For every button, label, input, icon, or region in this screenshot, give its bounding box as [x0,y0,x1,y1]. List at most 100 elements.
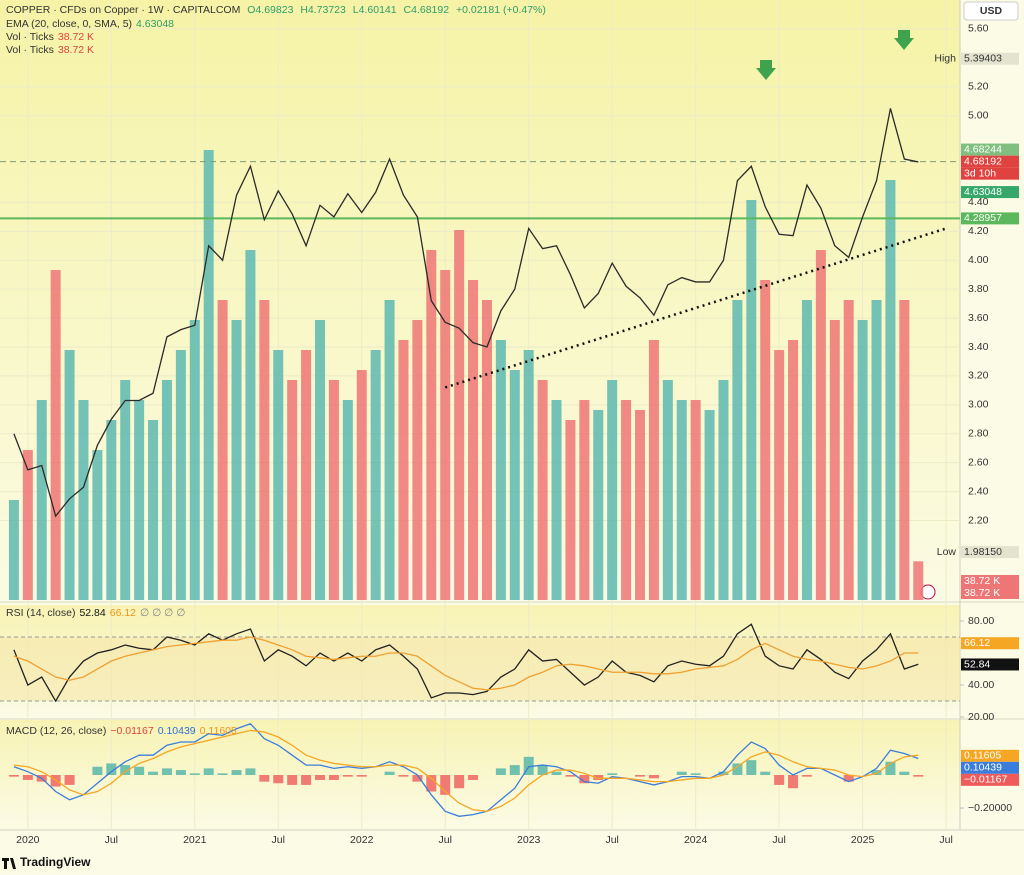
volume-bar [22,450,33,600]
volume-bar [565,420,576,600]
macd-histogram-bar [760,771,771,775]
series-line [13,108,919,518]
volume-bar [857,320,868,600]
axis-label-box [961,575,1019,587]
volume-bar [746,200,757,600]
macd-histogram-bar [120,765,131,775]
ema: EMA (20, close, 0, SMA, 5) [6,18,133,30]
level-tag: Low [937,546,957,558]
macd-histogram-bar [315,775,325,780]
y-tick-label: 2.40 [968,485,989,497]
macd-histogram-bar [607,773,618,775]
macd-histogram-bar [746,760,757,775]
value-label: 52.84 [964,658,990,670]
macd-histogram-bar [245,768,256,775]
volume-bar [760,280,771,600]
currency-box[interactable] [963,1,1019,21]
volume-bar [815,250,826,600]
macd-histogram-bar [92,766,103,775]
volume-bar [92,450,103,600]
volume-bar [245,250,256,600]
rsi-ma-value: 66.12 [109,607,137,619]
volume-bar [704,410,715,600]
macd-histogram-bar [648,775,659,779]
y-tick-label: 40.00 [968,679,994,691]
macd-histogram-bar [161,768,172,775]
macd-histogram-bar [398,775,409,777]
open: O4.69823 [247,4,294,16]
vol: Vol · Ticks [6,44,54,56]
volume-bar [579,400,590,600]
macd-histogram-bar [509,765,520,775]
macd-histogram-bar [468,775,479,780]
volume-bar [148,420,159,600]
ema-value: 4.63048 [136,18,175,30]
macd-histogram-bar [328,775,339,780]
rsi-value: 52.84 [79,607,106,619]
macd-histogram-bar [426,775,437,792]
volume-bar [607,380,618,600]
x-tick-label: 2025 [851,834,875,846]
volume-bar [398,340,409,600]
axis-label-box [961,212,1019,225]
x-tick-label: Jul [772,834,785,846]
macd-histogram-bar [189,773,200,775]
macd-histogram-bar [64,775,75,785]
axis-label-box [961,52,1019,65]
series-line [13,723,919,817]
volume-bar [328,380,339,600]
macd-histogram-bar [175,770,186,775]
volume-bar [134,400,145,600]
volume-bar [36,400,47,600]
level-label: 4.63048 [964,186,1002,198]
macd-histogram-bar [287,775,298,785]
level-label: 4.68244 [964,143,1002,155]
macd-histogram-bar [8,775,19,777]
volume-bar [259,300,270,600]
axis-label-box [961,749,1019,762]
volume-bar [50,270,61,600]
volume-bar [495,340,506,600]
volume-bar [537,380,548,600]
volume-label: 38.72 K [964,587,1000,599]
y-tick-label: 5.20 [968,81,989,93]
volume-label: 38.72 K [964,575,1000,587]
macd-histogram-bar [565,775,576,777]
macd-histogram-bar [217,773,228,775]
volume-bar [690,400,701,600]
y-tick-label: 4.40 [968,196,989,208]
macd-histogram-bar [537,765,548,775]
rsi-extra: ∅ ∅ ∅ ∅ [140,607,186,619]
axis-label-box [961,143,1019,156]
macd-histogram-bar [231,770,242,775]
volume-bar [718,380,729,600]
y-tick-label: 5.60 [968,23,989,35]
volume-bar [788,340,799,600]
series-line [13,623,919,703]
x-tick-label: 2023 [517,834,541,846]
macd-histogram-bar [106,763,117,775]
volume-bar [801,300,812,600]
x-tick-label: Jul [939,834,952,846]
y-tick-label: 3.00 [968,399,989,411]
vol-value: 38.72 K [57,44,95,56]
legend-ema: EMA (20, close, 0, SMA, 5) 4.63048 [6,18,178,30]
y-tick-label: 4.00 [968,254,989,266]
y-tick-label: 3.60 [968,312,989,324]
y-tick-label: 2.80 [968,428,989,440]
volume-bar [78,400,89,600]
currency: USD [980,5,1003,17]
volume-bar [648,340,659,600]
volume-bar [64,350,75,600]
x-tick-label: Jul [438,834,451,846]
macd-histogram-bar [440,775,451,795]
macd-histogram-bar [801,775,812,777]
legend-vol: Vol · Ticks 38.72 K [6,44,98,56]
volume-bar [829,320,840,600]
volume-bar [301,350,312,600]
price-pane [0,0,960,600]
change: +0.02181 (+0.47%) [455,4,546,16]
macd-histogram-bar [50,775,61,787]
volume-bar [899,300,910,600]
